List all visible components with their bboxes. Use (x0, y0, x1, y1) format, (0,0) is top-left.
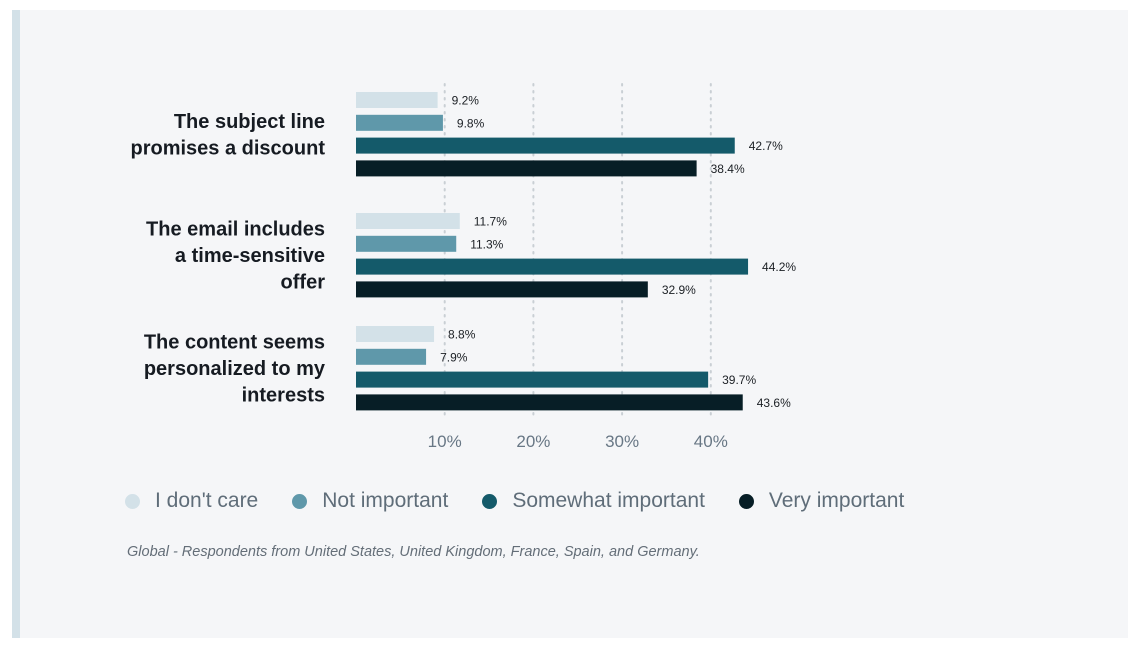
accent-bar (12, 10, 20, 638)
bar-chart: 10% 20% 30% 40% The subject line promises a d… (131, 83, 796, 451)
bar (356, 394, 743, 411)
legend-swatch (738, 493, 754, 509)
legend-swatch (482, 493, 498, 509)
data-label: 42.7% (749, 139, 783, 153)
legend-label: Somewhat important (512, 489, 705, 512)
x-tick-label: 20% (516, 432, 550, 451)
legend: I don't care Not important Somewhat impo… (125, 489, 904, 513)
bar (356, 326, 435, 342)
legend-label: Very important (768, 489, 905, 512)
data-label: 9.2% (452, 94, 480, 108)
data-label: 8.8% (448, 328, 476, 342)
x-tick-label: 10% (428, 432, 462, 451)
bar (356, 258, 749, 275)
legend-item-very-important: Very important (738, 489, 905, 513)
bar (356, 281, 648, 298)
legend-item-i-dont-care: I don't care (125, 489, 258, 513)
legend-swatch (125, 493, 140, 509)
data-label: 32.9% (662, 283, 696, 297)
legend-label: I don't care (155, 489, 259, 512)
data-label: 44.2% (762, 260, 796, 274)
data-label: 7.9% (440, 350, 468, 364)
data-label: 38.4% (711, 162, 745, 176)
chart-footnote: Global - Respondents from United States,… (127, 544, 700, 560)
bar (356, 371, 709, 388)
chart-card (12, 10, 1128, 638)
x-tick-label: 40% (694, 432, 728, 451)
data-label: 11.7% (474, 215, 507, 229)
legend-item-somewhat-important: Somewhat important (482, 489, 705, 513)
category-label: The email includes a time-sensitive offer (146, 219, 325, 294)
legend-label: Not important (322, 489, 449, 512)
bar (356, 92, 438, 108)
legend-swatch (292, 493, 308, 509)
bar (356, 114, 443, 131)
bar (356, 160, 697, 177)
category-label: The subject line promises a discount (131, 111, 326, 160)
data-label: 11.3% (470, 237, 503, 251)
category-label: The content seems personalized to my inter… (144, 332, 326, 407)
bar (356, 235, 457, 252)
bar (356, 137, 735, 154)
bar (356, 213, 460, 229)
data-label: 43.6% (757, 396, 791, 410)
data-label: 39.7% (722, 373, 756, 387)
x-tick-label: 30% (605, 432, 639, 451)
data-label: 9.8% (457, 116, 485, 130)
legend-item-not-important: Not important (292, 489, 448, 513)
bar (356, 348, 427, 365)
